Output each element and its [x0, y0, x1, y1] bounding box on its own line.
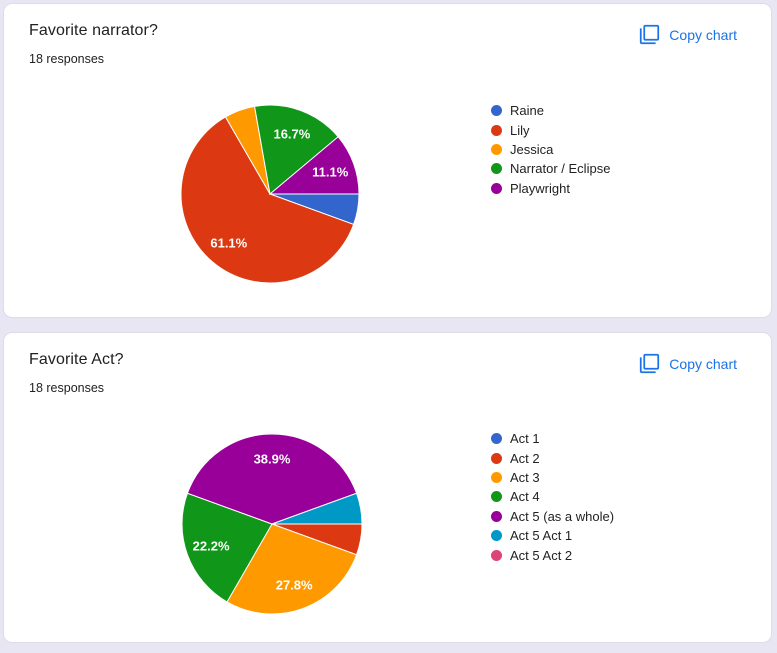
legend-color-dot: [491, 433, 502, 445]
legend-label: Act 1: [510, 431, 540, 447]
legend-item: Act 5 Act 1: [491, 526, 614, 545]
pie-chart[interactable]: 27.8% 22.2% 38.9%: [167, 419, 377, 629]
legend-label: Raine: [510, 103, 544, 119]
legend-label: Act 5 Act 1: [510, 528, 573, 544]
legend-label: Act 2: [510, 450, 540, 466]
chart-legend: Raine Lily Jessica Narrator / Eclipse Playwr…: [491, 101, 610, 198]
legend-color-dot: [491, 124, 502, 136]
legend-label: Act 5 Act 2: [510, 547, 573, 563]
legend-item: Lily: [491, 120, 610, 139]
pie-slice[interactable]: [253, 104, 339, 195]
legend-color-dot: [491, 530, 502, 542]
pie-slice[interactable]: [271, 492, 363, 525]
legend-item: Act 2: [491, 448, 614, 467]
legend-label: Playwright: [510, 180, 570, 196]
question-title: Favorite narrator?: [29, 22, 158, 39]
legend-color-dot: [491, 143, 502, 155]
question-title: Favorite Act?: [29, 351, 124, 368]
legend-color-dot: [491, 182, 502, 194]
legend-item: Act 1: [491, 429, 614, 448]
legend-color-dot: [491, 471, 502, 483]
legend-label: Narrator / Eclipse: [510, 161, 611, 177]
legend-color-dot: [491, 163, 502, 175]
chart-legend: Act 1 Act 2 Act 3 Act 4 Act 5 (as a whole) Ac…: [491, 429, 614, 565]
response-count: 18 responses: [29, 381, 105, 395]
legend-color-dot: [491, 491, 502, 503]
copy-chart-button[interactable]: Copy chart: [636, 350, 740, 377]
pie-slice[interactable]: [180, 116, 355, 284]
legend-label: Jessica: [510, 141, 554, 157]
copy-chart-label: Copy chart: [669, 355, 737, 372]
pie-slice[interactable]: [268, 136, 360, 195]
legend-item: Narrator / Eclipse: [491, 159, 610, 178]
slice-percent-label: 16.7%: [273, 126, 310, 141]
legend-label: Act 3: [510, 469, 540, 485]
pie-slice[interactable]: [181, 492, 273, 603]
copy-icon: [639, 24, 660, 45]
legend-color-dot: [491, 510, 502, 522]
response-count: 18 responses: [29, 52, 105, 66]
legend-item: Act 3: [491, 468, 614, 487]
slice-percent-label: 61.1%: [210, 236, 247, 251]
legend-item: Act 5 Act 2: [491, 545, 614, 564]
question-card: Favorite narrator? 18 responses Copy cha…: [3, 3, 772, 318]
slice-percent-label: 38.9%: [254, 452, 291, 467]
legend-label: Act 4: [510, 489, 540, 505]
question-card: Favorite Act? 18 responses Copy chart 27…: [3, 332, 772, 643]
legend-color-dot: [491, 452, 502, 464]
legend-item: Raine: [491, 101, 610, 120]
legend-item: Playwright: [491, 179, 610, 198]
legend-color-dot: [491, 549, 502, 561]
slice-percent-label: 27.8%: [276, 577, 313, 592]
legend-item: Act 4: [491, 487, 614, 506]
copy-chart-label: Copy chart: [669, 26, 737, 43]
legend-item: Jessica: [491, 140, 610, 159]
copy-icon: [639, 353, 660, 374]
slice-percent-label: 11.1%: [312, 165, 349, 180]
legend-item: Act 5 (as a whole): [491, 507, 614, 526]
legend-label: Act 5 (as a whole): [510, 508, 615, 524]
slice-percent-label: 22.2%: [193, 539, 230, 554]
legend-label: Lily: [510, 122, 530, 138]
legend-color-dot: [491, 105, 502, 117]
pie-slice[interactable]: [186, 433, 358, 525]
copy-chart-button[interactable]: Copy chart: [636, 21, 740, 48]
pie-chart[interactable]: 61.1% 16.7% 11.1%: [165, 89, 375, 299]
